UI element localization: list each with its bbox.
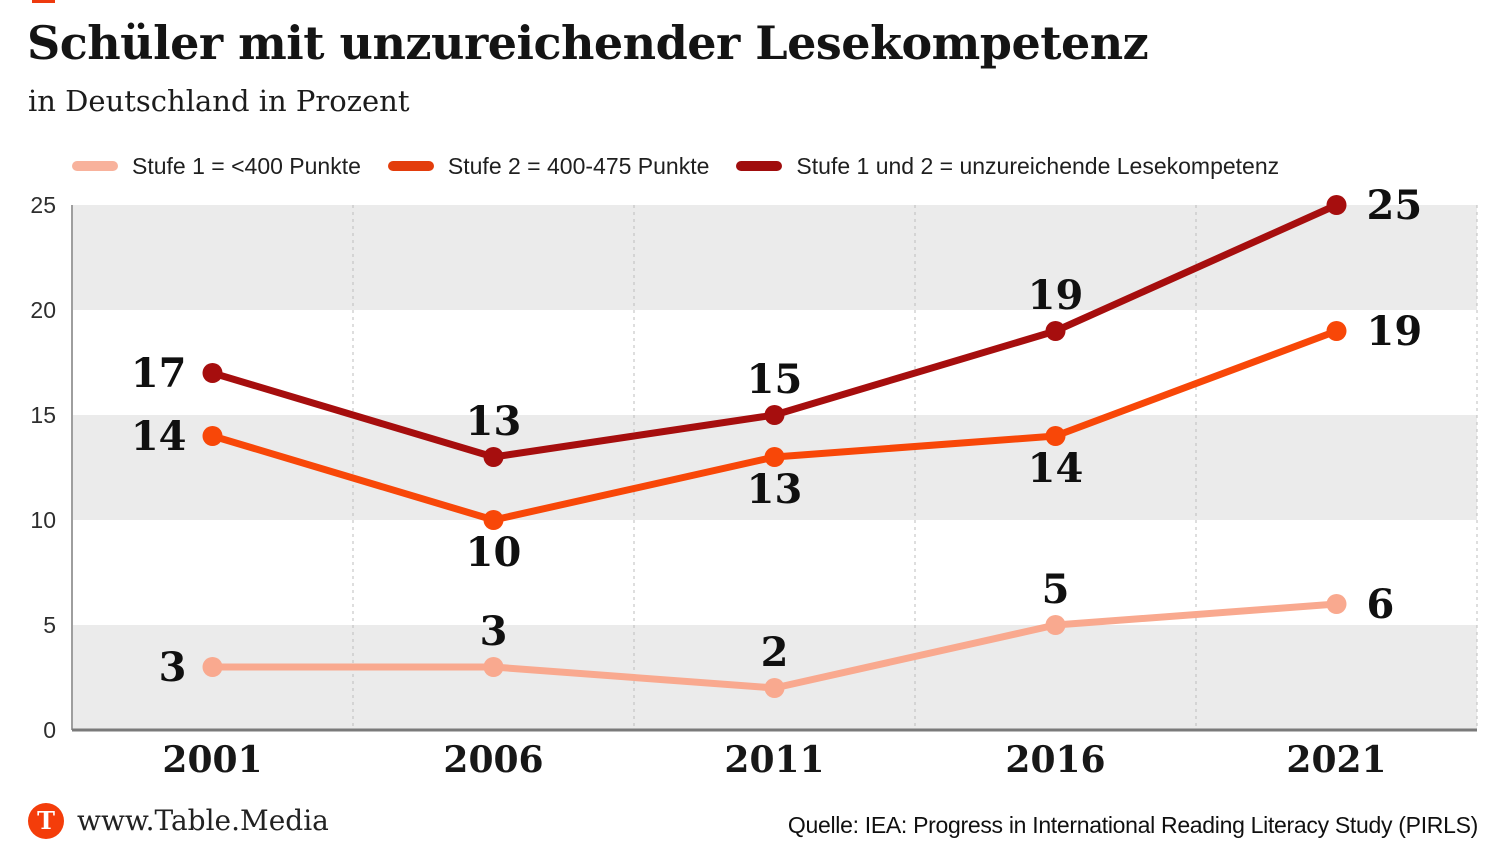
x-tick-label: 2016 <box>1005 739 1105 781</box>
legend-label-stufe-2: Stufe 2 = 400-475 Punkte <box>447 152 710 179</box>
value-label: 17 <box>131 350 187 397</box>
value-label: 10 <box>466 529 522 576</box>
x-tick-label: 2011 <box>724 739 824 781</box>
table-media-logo-icon: T <box>28 803 64 839</box>
value-label: 2 <box>761 629 789 676</box>
data-point <box>483 510 504 530</box>
legend-label-stufe-1-und-2: Stufe 1 und 2 = unzureichende Lesekompet… <box>796 152 1280 179</box>
data-point <box>1045 426 1066 446</box>
data-point <box>1045 321 1066 341</box>
data-point <box>1045 615 1066 635</box>
data-point <box>202 363 223 383</box>
page-subtitle: in Deutschland in Prozent <box>28 84 410 118</box>
value-label: 3 <box>480 608 508 655</box>
y-tick-label: 15 <box>30 402 56 428</box>
y-tick-label: 25 <box>30 192 56 218</box>
legend-swatch-stufe-2 <box>387 161 434 171</box>
data-point <box>1326 321 1347 341</box>
x-tick-label: 2021 <box>1286 739 1386 781</box>
x-tick-label: 2001 <box>162 739 262 781</box>
data-point <box>202 426 223 446</box>
data-point <box>483 447 504 467</box>
value-label: 19 <box>1028 272 1084 319</box>
value-label: 6 <box>1367 581 1395 628</box>
data-point <box>202 657 223 677</box>
data-point <box>764 447 785 467</box>
data-point <box>764 678 785 698</box>
source-note: Quelle: IEA: Progress in International R… <box>787 812 1478 838</box>
page-title: Schüler mit unzureichender Lesekompetenz <box>27 16 1149 70</box>
legend-label-stufe-1: Stufe 1 = <400 Punkte <box>132 152 361 179</box>
y-tick-label: 5 <box>43 612 56 638</box>
brand-url: www.Table.Media <box>77 804 329 837</box>
legend-item-stufe-1-und-2: Stufe 1 und 2 = unzureichende Lesekompet… <box>736 152 1280 179</box>
value-label: 25 <box>1367 182 1423 229</box>
legend-item-stufe-2: Stufe 2 = 400-475 Punkte <box>387 152 710 179</box>
value-label: 13 <box>466 398 522 445</box>
data-point <box>1326 195 1347 215</box>
legend: Stufe 1 = <400 Punkte Stufe 2 = 400-475 … <box>72 151 1279 181</box>
grid-band <box>72 205 1477 310</box>
data-point <box>764 405 785 425</box>
data-point <box>483 657 504 677</box>
x-tick-label: 2006 <box>443 739 543 781</box>
grid-band <box>72 625 1477 730</box>
value-label: 5 <box>1042 566 1070 613</box>
legend-item-stufe-1: Stufe 1 = <400 Punkte <box>72 152 361 179</box>
legend-swatch-stufe-1-und-2 <box>736 161 783 171</box>
value-label: 19 <box>1367 308 1423 355</box>
footer-brand: T www.Table.Media <box>28 803 329 839</box>
y-tick-label: 0 <box>43 717 56 743</box>
value-label: 14 <box>1028 445 1084 492</box>
value-label: 15 <box>747 356 803 403</box>
y-tick-label: 10 <box>30 507 56 533</box>
value-label: 14 <box>131 413 187 460</box>
value-label: 3 <box>159 644 187 691</box>
value-label: 13 <box>747 466 803 513</box>
data-point <box>1326 594 1347 614</box>
legend-swatch-stufe-1 <box>72 161 118 171</box>
y-tick-label: 20 <box>30 297 56 323</box>
logo-letter: T <box>37 806 55 835</box>
top-accent-mark <box>32 0 55 3</box>
